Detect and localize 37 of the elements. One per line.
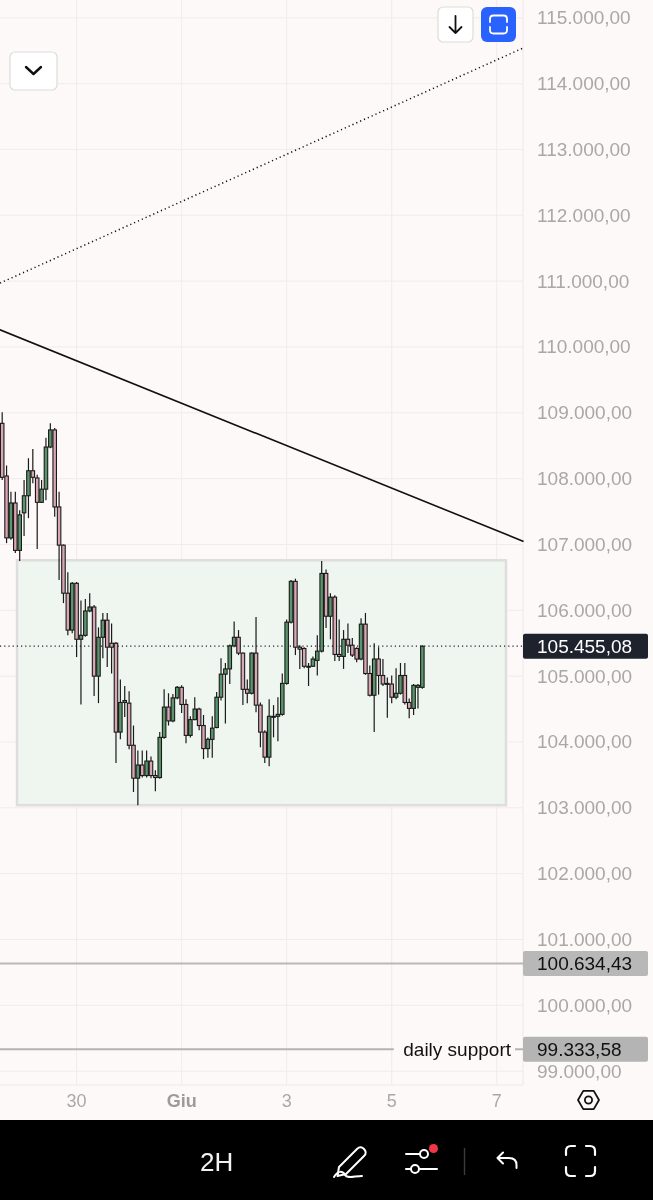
y-tick-label: 100.000,00 [537,994,633,1016]
y-tick-label: 109.000,00 [537,402,633,424]
y-tick-label: 111.000,00 [537,270,630,292]
y-tick-label: 104.000,00 [537,731,633,753]
y-tick-label: 108.000,00 [537,468,633,490]
text: 2H [200,1147,234,1177]
x-tick-label: 5 [386,1091,397,1111]
y-tick-label: 110.000,00 [537,336,631,358]
x-tick-label: Giu [166,1091,197,1111]
y-tick-label: 114.000,00 [537,73,631,95]
y-tick-label: 99.333,58 [537,1038,622,1060]
candlestick [345,622,351,654]
y-tick-label: 105.455,08 [537,635,633,657]
candlestick [139,749,145,779]
x-tick-label: 30 [66,1091,87,1111]
y-tick-label: 99.000,00 [537,1060,622,1082]
y-tick-label: 113.000,00 [537,138,631,160]
ref-line-label: daily support [403,1038,512,1060]
y-tick-label: 102.000,00 [537,863,633,885]
y-tick-label: 101.000,00 [537,929,633,950]
y-tick-label: 100.634,43 [537,953,633,975]
candlestick [385,676,390,719]
candlestick [144,749,149,779]
candlestick [411,683,416,716]
x-tick-label: 7 [491,1091,502,1111]
y-tick-label: 103.000,00 [537,797,633,819]
candlestick [380,658,386,687]
y-tick-label: 115.000,00 [537,7,631,29]
x-tick-label: 3 [281,1091,292,1111]
y-tick-label: 106.000,00 [537,599,633,621]
candlestick [393,667,399,700]
y-tick-label: 112.000,00 [537,204,631,226]
candlestick [135,749,141,806]
y-tick-label: 105.000,00 [537,665,633,687]
candlestick [148,755,154,779]
candlestick [376,646,381,696]
y-tick-label: 107.000,00 [537,533,633,555]
